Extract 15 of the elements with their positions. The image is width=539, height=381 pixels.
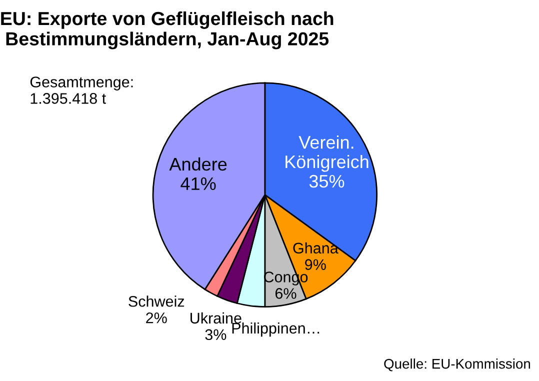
slice-label: Schweiz — [128, 296, 184, 307]
data-label: 2% — [146, 312, 167, 324]
data-label: 6% — [275, 288, 296, 299]
source-note: Quelle: EU-Kommission — [384, 358, 530, 372]
data-label: 35% — [309, 174, 344, 188]
slice-label: Verein. Königreich — [286, 136, 368, 172]
data-label: 41% — [180, 177, 216, 190]
text: Gesamtmenge: 1.395.418 t — [30, 76, 133, 104]
slice-label: Ghana — [293, 242, 338, 254]
data-label: 3% — [205, 329, 226, 340]
data-label: 9% — [305, 259, 326, 270]
slice-label: Andere — [169, 157, 227, 171]
slice-label: Ukraine — [190, 312, 242, 324]
chart-title: EU: Exporte von Geflügelfleisch nach Bestimmungsländern, Jan-Aug 2025 — [1, 11, 334, 50]
slice-label: Philippinen… — [232, 322, 320, 337]
